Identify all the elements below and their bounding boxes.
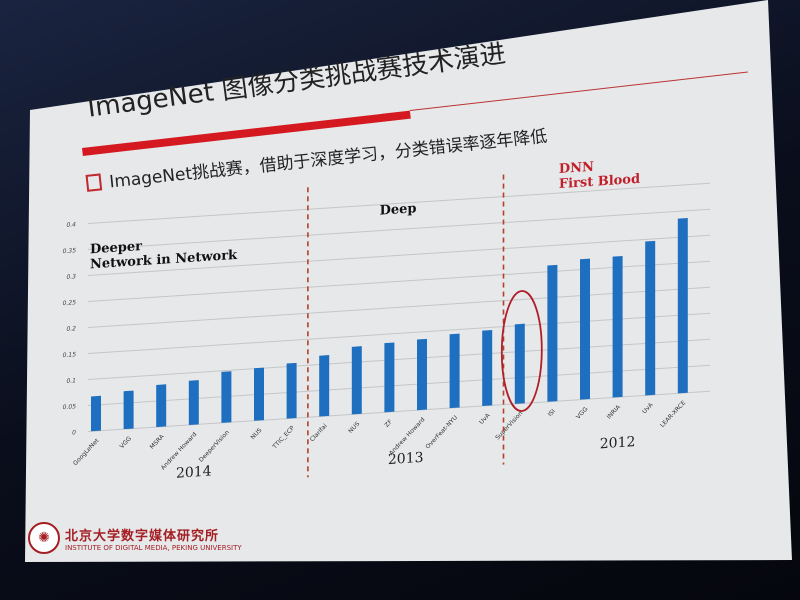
bar <box>188 380 199 425</box>
group-annotation: DNN <box>559 160 594 177</box>
x-tick-label: UvA <box>641 401 655 415</box>
gridline <box>88 182 710 224</box>
peking-university-seal-icon: ✺ <box>28 522 60 554</box>
logo-english-name: INSTITUTE OF DIGITAL MEDIA, PEKING UNIVE… <box>65 543 242 552</box>
x-tick-label: ZF <box>384 418 395 429</box>
bar <box>417 338 427 411</box>
bar <box>351 346 362 415</box>
gridline <box>88 286 710 328</box>
y-tick-label: 0.3 <box>66 273 76 281</box>
bar <box>449 333 460 409</box>
bar <box>123 390 134 430</box>
bar <box>547 264 558 402</box>
bar <box>319 355 330 417</box>
bar <box>221 371 232 423</box>
year-label: 2012 <box>600 434 636 452</box>
x-tick-label: OverFeat-NYU <box>424 414 459 450</box>
x-tick-label: MSRA <box>149 433 167 451</box>
x-tick-label: LEAR-XRCE <box>659 399 687 429</box>
bar <box>645 240 656 396</box>
institute-logo: ✺ 北京大学数字媒体研究所 INSTITUTE OF DIGITAL MEDIA… <box>28 522 242 554</box>
bar <box>286 362 297 419</box>
bar <box>156 384 167 428</box>
y-tick-label: 0.4 <box>66 221 76 229</box>
gridline <box>88 208 710 250</box>
group-annotation: Deeper <box>90 239 142 257</box>
group-annotation: First Blood <box>559 172 640 192</box>
x-tick-label: UvA <box>478 411 492 425</box>
y-tick-label: 0.35 <box>63 247 77 255</box>
y-tick-label: 0.15 <box>63 351 77 359</box>
x-tick-label: GoogLeNet <box>72 437 101 467</box>
bar <box>677 217 688 394</box>
x-tick-label: TTIC_ECP <box>271 425 297 452</box>
bar <box>612 255 623 398</box>
x-tick-label: DeeperVision <box>198 429 231 464</box>
y-tick-label: 0.1 <box>66 377 76 385</box>
x-tick-label: VGG <box>119 435 134 450</box>
x-tick-label: INRIA <box>606 403 623 421</box>
year-label: 2013 <box>388 450 424 468</box>
x-tick-label: NUS <box>347 420 361 434</box>
bar <box>580 258 590 400</box>
y-tick-label: 0 <box>72 429 76 436</box>
gridline <box>88 338 710 380</box>
highlight-ellipse <box>500 290 543 412</box>
year-label: 2014 <box>176 463 212 481</box>
logo-chinese-name: 北京大学数字媒体研究所 <box>65 528 220 544</box>
bar <box>91 395 101 432</box>
bar <box>254 367 264 421</box>
gridline <box>88 234 710 276</box>
x-tick-label: VGG <box>575 406 590 421</box>
gridline <box>88 312 710 354</box>
x-tick-label: NUS <box>249 427 263 441</box>
bar <box>514 323 525 404</box>
y-tick-label: 0.2 <box>66 325 76 333</box>
y-tick-label: 0.25 <box>63 299 77 307</box>
bar <box>482 329 493 406</box>
bar <box>384 342 395 413</box>
x-tick-label: ISI <box>547 408 557 418</box>
x-tick-label: Clarifai <box>309 422 329 443</box>
y-tick-label: 0.05 <box>63 403 77 411</box>
x-tick-label: SuperVision <box>494 410 524 441</box>
group-annotation: Deep <box>380 201 417 218</box>
gridline <box>88 260 710 302</box>
